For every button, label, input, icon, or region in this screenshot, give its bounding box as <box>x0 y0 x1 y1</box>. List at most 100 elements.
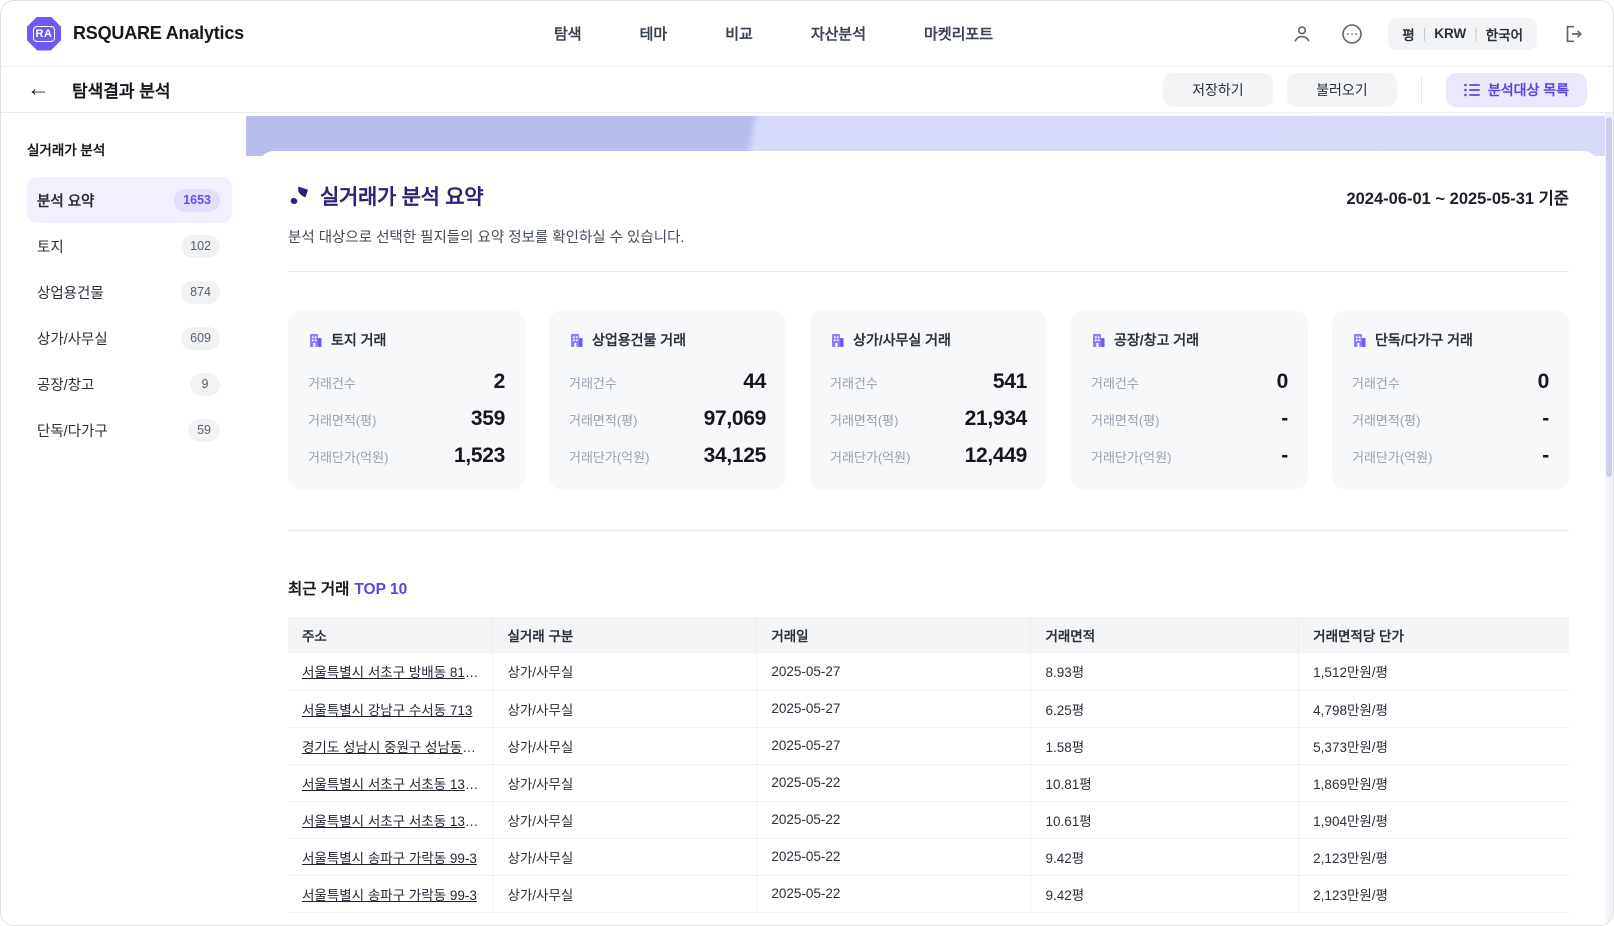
cell-area: 1.58평 <box>1030 727 1300 765</box>
nav-item-explore[interactable]: 탐색 <box>553 26 582 43</box>
address-link[interactable]: 서울특별시 서초구 서초동 130... <box>302 813 484 829</box>
date-range: 2024-06-01 ~ 2025-05-31 기준 <box>1346 190 1569 208</box>
back-arrow-icon[interactable]: ← <box>27 75 50 101</box>
save-button[interactable]: 저장하기 <box>1162 72 1273 107</box>
recent-title-text: 최근 거래 <box>288 581 350 598</box>
logout-icon[interactable] <box>1559 20 1587 48</box>
stat-value: 21,934 <box>964 407 1028 430</box>
count-badge: 609 <box>181 326 220 350</box>
cell-type: 상가/사무실 <box>492 764 758 802</box>
nav-item-market-report[interactable]: 마켓리포트 <box>924 26 994 43</box>
count-badge: 874 <box>181 280 220 304</box>
summary-subtitle: 분석 대상으로 선택한 필지들의 요약 정보를 확인하실 수 있습니다. <box>288 230 685 246</box>
building-icon <box>832 333 844 347</box>
stat-card-land: 토지 거래 거래건수 2 거래면적(평) 359 거래단가(억원) 1,523 <box>288 310 525 490</box>
cell-unit-price: 2,123만원/평 <box>1298 875 1569 913</box>
divider <box>288 271 1569 272</box>
nav-item-theme[interactable]: 테마 <box>639 26 668 43</box>
more-options-icon[interactable] <box>1338 20 1366 48</box>
sidebar-item-label: 단독/다가구 <box>37 423 108 440</box>
top-navbar: RA RSQUARE Analytics 탐색 테마 비교 자산분석 마켓리포트 <box>1 1 1613 67</box>
cell-date: 2025-05-22 <box>756 838 1032 876</box>
stat-label: 거래건수 <box>308 376 356 391</box>
cell-area: 6.25평 <box>1030 690 1300 728</box>
stat-label: 거래단가(억원) <box>1352 450 1433 465</box>
body-area: 실거래가 분석 분석 요약 1653 토지 102 상업용건물 874 상가/사… <box>1 113 1613 925</box>
table-header-row: 주소 실거래 구분 거래일 거래면적 거래면적당 단가 <box>288 617 1569 653</box>
sidebar-item-label: 상업용건물 <box>37 285 104 302</box>
cell-area: 8.93평 <box>1030 653 1300 691</box>
summary-card: 실거래가 분석 요약 2024-06-01 ~ 2025-05-31 기준 분석… <box>258 151 1599 925</box>
building-icon <box>310 333 322 347</box>
sidebar-section-title: 실거래가 분석 <box>27 143 106 158</box>
stat-label: 거래건수 <box>830 376 878 391</box>
list-icon <box>1464 83 1480 96</box>
col-header-date: 거래일 <box>756 617 1032 653</box>
analysis-target-list-button[interactable]: 분석대상 목록 <box>1445 72 1587 107</box>
currency-setting: KRW <box>1434 26 1467 41</box>
load-button[interactable]: 불러오기 <box>1286 72 1397 107</box>
sidebar-item-factory-warehouse[interactable]: 공장/창고 9 <box>27 361 232 407</box>
nav-item-compare[interactable]: 비교 <box>725 26 753 43</box>
cell-unit-price: 5,373만원/평 <box>1298 727 1569 765</box>
language-setting: 한국어 <box>1485 27 1523 43</box>
table-row: 서울특별시 서초구 방배동 814-8 상가/사무실 2025-05-27 8.… <box>288 653 1569 691</box>
stat-label: 거래단가(억원) <box>569 450 650 465</box>
stat-value: 97,069 <box>703 407 767 430</box>
sidebar-item-label: 토지 <box>37 239 64 256</box>
address-link[interactable]: 서울특별시 송파구 가락동 99-3 <box>302 887 477 903</box>
cell-type: 상가/사무실 <box>492 653 758 691</box>
main-content: 실거래가 분석 요약 2024-06-01 ~ 2025-05-31 기준 분석… <box>246 113 1613 925</box>
col-header-address: 주소 <box>288 617 494 653</box>
stat-label: 거래면적(평) <box>569 413 638 428</box>
sidebar-item-label: 상가/사무실 <box>37 331 108 348</box>
nav-item-asset-analysis[interactable]: 자산분석 <box>810 26 867 43</box>
count-badge: 9 <box>190 372 220 396</box>
address-link[interactable]: 서울특별시 서초구 서초동 130... <box>302 776 484 792</box>
stat-label: 거래단가(억원) <box>1091 450 1172 465</box>
divider <box>288 530 1569 531</box>
cell-type: 상가/사무실 <box>492 690 758 728</box>
stat-label: 거래단가(억원) <box>308 450 389 465</box>
col-header-unit-price: 거래면적당 단가 <box>1298 617 1569 653</box>
stat-card-single-multi-family: 단독/다가구 거래 거래건수 0 거래면적(평) - 거래단가(억원) - <box>1332 310 1569 490</box>
scrollbar-track[interactable] <box>1605 113 1613 925</box>
recent-title-highlight: TOP 10 <box>354 581 408 598</box>
cell-unit-price: 1,869만원/평 <box>1298 764 1569 802</box>
page-title: 탐색결과 분석 <box>72 82 171 101</box>
stat-value: - <box>1542 407 1549 430</box>
cell-area: 10.81평 <box>1030 764 1300 802</box>
summary-title: 실거래가 분석 요약 <box>320 186 484 209</box>
pill-separator: | <box>1422 26 1427 41</box>
building-icon <box>571 333 583 347</box>
stat-label: 거래면적(평) <box>1091 413 1160 428</box>
address-link[interactable]: 서울특별시 강남구 수서동 713 <box>302 702 473 718</box>
cell-date: 2025-05-22 <box>756 875 1032 913</box>
user-profile-icon[interactable] <box>1288 20 1316 48</box>
brand-logo-link[interactable]: RA RSQUARE Analytics <box>27 16 244 51</box>
sidebar-item-single-multi-family[interactable]: 단독/다가구 59 <box>27 407 232 453</box>
address-link[interactable]: 서울특별시 서초구 방배동 814-8 <box>302 665 485 681</box>
count-badge: 1653 <box>174 188 220 212</box>
table-row: 서울특별시 송파구 가락동 99-3 상가/사무실 2025-05-22 9.4… <box>288 838 1569 876</box>
table-row: 경기도 성남시 중원구 성남동 4... 상가/사무실 2025-05-27 1… <box>288 727 1569 765</box>
sidebar-item-analysis-summary[interactable]: 분석 요약 1653 <box>27 177 232 223</box>
analysis-target-list-label: 분석대상 목록 <box>1487 81 1569 98</box>
scrollbar-thumb[interactable] <box>1606 117 1612 477</box>
sidebar-item-retail-office[interactable]: 상가/사무실 609 <box>27 315 232 361</box>
stat-value: 0 <box>1537 370 1550 393</box>
address-link[interactable]: 경기도 성남시 중원구 성남동 4... <box>302 739 485 755</box>
address-link[interactable]: 서울특별시 송파구 가락동 99-3 <box>302 850 477 866</box>
cell-type: 상가/사무실 <box>492 838 758 876</box>
sidebar-item-commercial-building[interactable]: 상업용건물 874 <box>27 269 232 315</box>
main-nav: 탐색 테마 비교 자산분석 마켓리포트 <box>554 23 993 44</box>
sidebar-item-land[interactable]: 토지 102 <box>27 223 232 269</box>
page-subheader: ← 탐색결과 분석 저장하기 불러오기 분석대상 목록 <box>1 67 1613 113</box>
stat-value: 2 <box>493 370 506 393</box>
cell-date: 2025-05-22 <box>756 801 1032 839</box>
unit-currency-language-selector[interactable]: 평 | KRW | 한국어 <box>1388 17 1537 50</box>
cell-unit-price: 1,904만원/평 <box>1298 801 1569 839</box>
stat-value: - <box>1281 407 1288 430</box>
unit-setting: 평 <box>1402 27 1415 43</box>
